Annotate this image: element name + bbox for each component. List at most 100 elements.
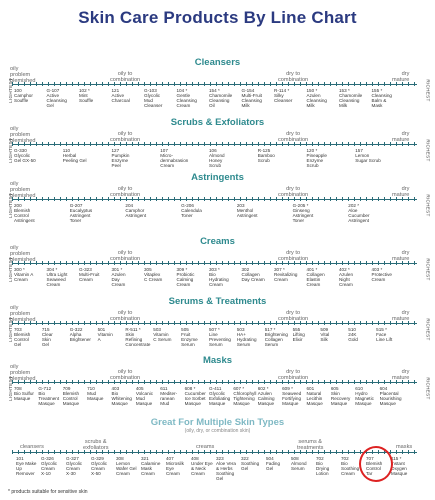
- product-item: 403 * Protective Cream: [371, 267, 392, 282]
- label-cleansers: cleansers: [20, 444, 44, 450]
- scale-dry-mature: dry mature: [392, 131, 410, 143]
- product-item: 510 24K Gold: [348, 327, 358, 342]
- product-item: G-323 Multi-Fruit Cream: [79, 267, 100, 282]
- product-item: R-511 * Skin Refining Concentrate: [125, 327, 151, 347]
- section-title: Astringents: [191, 172, 244, 183]
- section-2: Astringents oily problem blemished oily to…: [0, 172, 435, 228]
- section-1: Scrubs & Exfoliators oily problem blemishe…: [0, 117, 435, 173]
- scale-ticks: [12, 380, 417, 384]
- product-item: 703 Blemish Control Gel: [14, 327, 31, 347]
- product-item: G-205 * Ginseng Astringent Toner: [292, 203, 314, 223]
- product-item: 308 Lemon Wafer Gel Cream: [116, 456, 137, 476]
- product-item: 715 Clear Skin Gel: [41, 327, 53, 347]
- label-scrubs: scrubs & exfoliators: [83, 439, 109, 451]
- product-item: G-329 Glycolic Cream X-50: [91, 456, 108, 476]
- product-item: 107 Micro-dermabrasion Cream: [160, 148, 189, 168]
- product-item: 401 * Collagen Elastin Cream: [306, 267, 325, 287]
- product-item: 501 Vitamin A: [97, 327, 113, 342]
- section-5: Masks oily problem blemished oily to combin…: [0, 355, 435, 411]
- scale-dry-mature: dry mature: [392, 186, 410, 198]
- product-item: 127 Pumpkin Enzyme Peel: [111, 148, 130, 168]
- product-item: 203 Menthol Astringent: [236, 203, 258, 218]
- product-item: 106 Almond Honey Scrub: [209, 148, 225, 168]
- product-item: 505 Fruit Enzyme Serum: [181, 327, 198, 347]
- scale-oily-combination: oily to combination: [110, 71, 141, 83]
- scale-oily-combination: oily to combination: [110, 250, 141, 262]
- scale-dry-combination: dry to combination: [278, 186, 309, 198]
- product-item: 609 * Seaweed Fortifying Masque: [282, 386, 302, 406]
- product-item: 702 Bio Soothing Cream: [341, 456, 360, 476]
- scale-dry-mature: dry mature: [392, 71, 410, 83]
- product-item: 403 Bio Whitening Masque: [111, 386, 132, 406]
- product-item: 157 Lemon Sugar Scrub: [355, 148, 381, 163]
- product-item: 202 * Aloe Cucumber Astringent: [348, 203, 370, 223]
- product-item: 121 Active Charcoal: [111, 88, 130, 103]
- scale-dry-mature: dry mature: [392, 250, 410, 262]
- label-creams: creams: [196, 444, 215, 450]
- section-multi: Great For Multiple Skin Types (oily, dry…: [0, 417, 435, 489]
- product-item: 303 * Bio Hydrating Cream: [209, 267, 229, 287]
- product-item: 402 * Azulen Night Cream: [339, 267, 354, 287]
- product-item: G-326 Glycolic Cream X-10: [41, 456, 58, 476]
- product-item: 104 * Gentle Cleansing Cream: [176, 88, 197, 108]
- product-item: 555 Lifting Elixir: [292, 327, 305, 342]
- scale-dry-combination: dry to combination: [278, 71, 309, 83]
- product-item: G-712 Bio Treatment Masque: [38, 386, 60, 406]
- section-title: Great For Multiple Skin Types: [150, 417, 285, 428]
- product-item: 154 * Chamomile Cleansing Oil: [209, 88, 233, 108]
- product-item: 301 * Azulen Day Cream: [111, 267, 126, 287]
- product-item: 601 Natural Lecithin Masque: [306, 386, 323, 406]
- product-item: 508 Almond Serum: [291, 456, 307, 471]
- product-item: 709 Blemish Control Masque: [62, 386, 80, 406]
- side-label-lightest: LIGHTEST: [7, 257, 13, 282]
- side-label-richest: RICHEST: [425, 139, 431, 162]
- product-item: 405 Volcanic Mud Masque: [135, 386, 153, 406]
- product-item: 604 Placental Nourishing Masque: [379, 386, 402, 406]
- scale-dry-combination: dry to combination: [278, 310, 309, 322]
- scale-ticks: [12, 82, 417, 86]
- side-label-lightest: LIGHTEST: [7, 317, 13, 342]
- side-label-lightest: LIGHTEST: [7, 193, 13, 218]
- product-item: 153 * Chamomile Cleansing Milk: [339, 88, 363, 108]
- product-item: 504 Fading Gel: [266, 456, 281, 471]
- scale-oily: oily problem blemished: [10, 305, 36, 323]
- product-item: 321 Calamine Mask Cream: [141, 456, 161, 476]
- scale-dry-mature: dry mature: [392, 310, 410, 322]
- product-item: 517 * Brightening Collagen Serum: [264, 327, 288, 347]
- side-label-lightest: LIGHTEST: [7, 376, 13, 401]
- scale-dry-combination: dry to combination: [278, 131, 309, 143]
- product-item: 322 Soothing Gel: [241, 456, 260, 471]
- product-item: 155 * Cleansing Balm & Mask: [371, 88, 392, 108]
- section-4: Serums & Treatments oily problem blemished…: [0, 296, 435, 352]
- product-item: 507 * Line Preventing Serum: [209, 327, 231, 347]
- side-label-richest: RICHEST: [425, 318, 431, 341]
- product-item: G-322 Alpha Brightener: [69, 327, 91, 342]
- scale-ticks: [12, 321, 417, 325]
- product-item: 102 * Mint Souffle: [79, 88, 94, 103]
- scale-ticks: [12, 197, 417, 201]
- product-item: 115 * Instant Oxygen Masque: [391, 456, 408, 476]
- multi-ticks: [12, 450, 417, 454]
- section-3: Creams oily problem blemished oily to combi…: [0, 236, 435, 292]
- label-serums: serums & treatments: [297, 439, 324, 451]
- side-label-richest: RICHEST: [425, 258, 431, 281]
- product-item: 309 * Probiotic Calming Cream: [176, 267, 195, 287]
- product-item: 101 Eye Make Up Remover: [16, 456, 37, 476]
- footnote: * products suitable for sensitive skin: [8, 489, 88, 495]
- product-item: 608 * Cucumber Ice Sorbet Masque: [184, 386, 206, 406]
- scale-ticks: [12, 142, 417, 146]
- product-item: 100 Camphor Souffle: [14, 88, 33, 103]
- side-label-richest: RICHEST: [425, 79, 431, 102]
- scale-dry-mature: dry mature: [392, 369, 410, 381]
- product-item: G-207 Eucalyptus Astringent Toner: [69, 203, 93, 223]
- scale-oily: oily problem blemished: [10, 364, 36, 382]
- product-item: 509 Vital Silk: [320, 327, 330, 342]
- scale-oily: oily problem blemished: [10, 66, 36, 84]
- product-item: 708 Bio Sulfur Masque: [14, 386, 34, 401]
- product-item: R-125 Bamboo Scrub: [257, 148, 275, 163]
- product-item: 607 * Chlorophyll Tightening Masque: [233, 386, 257, 406]
- product-item: 200 Blemish Control Astringent: [14, 203, 35, 223]
- product-item: 302 Collagen Day Cream: [241, 267, 265, 282]
- section-title: Cleansers: [194, 57, 241, 68]
- section-subtitle: (oily, dry, or combination skin): [184, 428, 251, 434]
